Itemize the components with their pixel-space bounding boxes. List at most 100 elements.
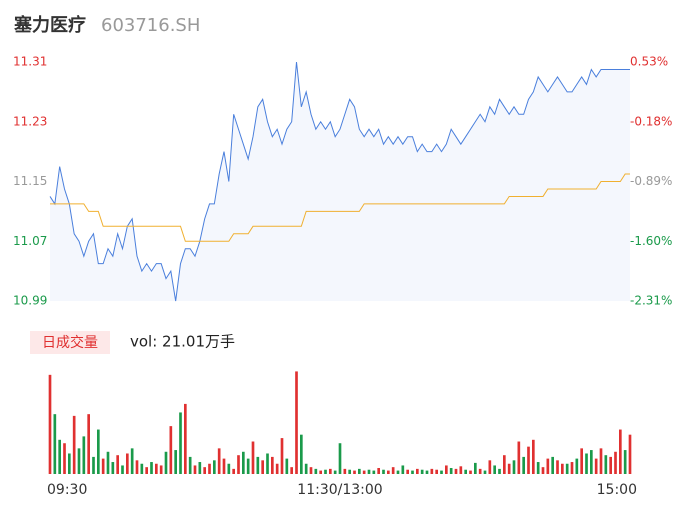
volume-bar xyxy=(478,468,482,474)
volume-bar xyxy=(135,460,139,474)
volume-bar xyxy=(396,470,400,474)
volume-bar xyxy=(68,453,71,474)
volume-bar xyxy=(145,467,148,474)
volume-bar xyxy=(193,465,197,474)
volume-bar xyxy=(488,460,492,474)
volume-bar xyxy=(266,453,269,474)
price-area xyxy=(50,62,630,301)
volume-bar xyxy=(440,470,443,474)
y-tick-label: 11.15 xyxy=(13,174,47,188)
volume-total: vol: 21.01万手 xyxy=(130,333,235,351)
volume-bar xyxy=(63,443,66,474)
y2-tick-label: -2.31% xyxy=(630,294,672,308)
volume-bar xyxy=(594,458,598,474)
volume-bar xyxy=(222,458,226,474)
volume-bar xyxy=(565,463,569,474)
volume-bar xyxy=(111,462,115,474)
stock-code: 603716.SH xyxy=(101,15,200,36)
volume-bar xyxy=(290,467,293,474)
volume-bar xyxy=(300,434,303,474)
volume-bar xyxy=(469,470,472,474)
y-tick-label: 10.99 xyxy=(13,294,47,308)
volume-bar xyxy=(401,465,405,474)
y2-tick-label: -0.89% xyxy=(630,174,672,188)
volume-bar xyxy=(333,470,337,474)
volume-bar xyxy=(372,470,376,474)
volume-bar xyxy=(92,456,95,474)
volume-bar xyxy=(58,439,61,474)
volume-bar xyxy=(623,450,627,474)
stock-name: 塞力医疗 xyxy=(14,14,86,36)
y2-tick-label: 0.53% xyxy=(630,55,668,69)
volume-bar xyxy=(280,438,284,474)
legend-box xyxy=(30,331,110,354)
volume-bar xyxy=(246,458,250,474)
volume-bar xyxy=(483,470,487,474)
volume-bar xyxy=(367,469,371,474)
volume-bar xyxy=(72,415,76,474)
volume-bar xyxy=(517,441,521,474)
volume-bar xyxy=(53,414,57,474)
volume-bar xyxy=(532,439,535,474)
volume-bar xyxy=(348,469,351,474)
volume-bar xyxy=(324,469,327,474)
volume-bar xyxy=(561,463,564,474)
volume-bar xyxy=(512,460,516,474)
volume-bar xyxy=(406,469,409,474)
volume-bar xyxy=(609,456,612,474)
volume-bar xyxy=(309,467,313,474)
x-tick-label: 11:30/13:00 xyxy=(297,482,382,498)
volume-bar xyxy=(445,465,448,474)
volume-bar xyxy=(493,465,496,474)
volume-bar xyxy=(101,458,105,474)
volume-bar xyxy=(416,468,419,474)
volume-bar xyxy=(184,403,187,474)
y2-tick-label: -0.18% xyxy=(630,114,672,128)
y-tick-label: 11.07 xyxy=(13,234,47,248)
volume-bar xyxy=(130,448,134,474)
volume-bar xyxy=(140,463,144,474)
volume-bar xyxy=(590,450,593,474)
volume-bar xyxy=(459,466,463,474)
volume-bar xyxy=(411,470,414,474)
volume-bar xyxy=(358,468,361,474)
x-tick-label: 15:00 xyxy=(597,482,637,498)
volume-bar xyxy=(232,468,235,474)
volume-bar xyxy=(174,450,177,474)
volume-bar xyxy=(420,469,424,474)
volume-bar xyxy=(556,460,559,474)
volume-bar xyxy=(179,412,182,474)
volume-bar xyxy=(474,462,477,474)
volume-bar xyxy=(227,463,231,474)
volume-bar xyxy=(377,468,380,474)
volume-bar xyxy=(271,456,274,474)
volume-bar xyxy=(275,463,279,474)
volume-bar xyxy=(604,455,608,474)
y2-tick-label: -1.60% xyxy=(630,234,672,248)
volume-bar xyxy=(498,468,501,474)
volume-bar xyxy=(82,436,86,474)
volume-bar xyxy=(454,468,458,474)
volume-bar xyxy=(116,455,119,474)
volume-bar xyxy=(314,468,318,474)
y-tick-label: 11.31 xyxy=(13,55,47,69)
volume-bar xyxy=(353,470,356,474)
average-line xyxy=(50,173,630,242)
volume-bar xyxy=(382,469,385,474)
volume-bar xyxy=(570,462,574,474)
volume-bar xyxy=(362,470,366,474)
volume-bar xyxy=(430,468,434,474)
volume-bar xyxy=(237,455,240,474)
volume-bar xyxy=(449,468,453,474)
volume-bar xyxy=(585,453,588,474)
price-line xyxy=(49,61,630,302)
volume-bar xyxy=(614,451,617,474)
volume-bar xyxy=(155,463,158,474)
volume-bar xyxy=(343,468,347,474)
volume-bar xyxy=(285,458,289,474)
volume-bar xyxy=(203,467,206,474)
volume-bar xyxy=(319,470,322,474)
volume-bar xyxy=(304,463,308,474)
volume-bar xyxy=(48,374,52,474)
